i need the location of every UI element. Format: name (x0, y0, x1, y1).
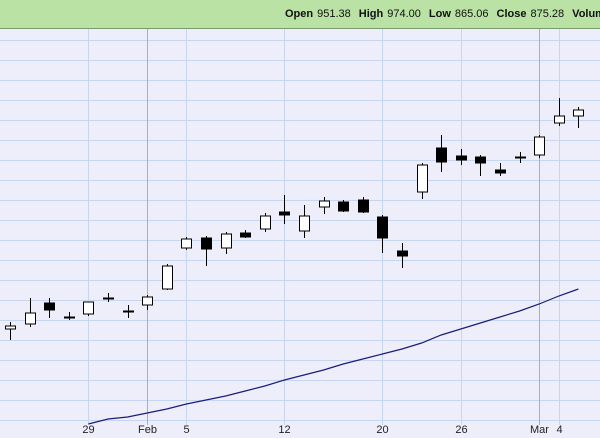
average-line (88, 288, 579, 425)
header-value: 951.38 (317, 8, 351, 20)
candle-body (417, 164, 428, 193)
candle-body (64, 316, 75, 319)
candle-body (44, 302, 55, 311)
candle-body (319, 200, 330, 208)
header-label: Volume (572, 8, 600, 20)
x-tick-label: 29 (82, 424, 94, 436)
candle-body (103, 297, 114, 300)
x-tick-label: 4 (556, 424, 562, 436)
candle-body (397, 250, 408, 257)
candle-body (475, 156, 486, 164)
candle-body (534, 136, 545, 156)
candle-body (260, 215, 271, 230)
candle-body (573, 109, 584, 117)
x-tick-label: Mar (530, 424, 549, 436)
header-label: Low (428, 8, 451, 20)
x-axis: 29 Feb 5 12 20 26 Mar 4 (82, 424, 562, 436)
candle-body (142, 296, 153, 306)
header-value: 974.00 (387, 8, 421, 20)
x-tick-label: 5 (183, 424, 189, 436)
candle-body (554, 115, 565, 124)
candle-body (495, 169, 506, 174)
candle-body (358, 199, 369, 213)
candle-body (221, 233, 232, 249)
header-bar (0, 0, 600, 28)
ohlc-header: Open 951.38 High 974.00 Low 865.06 Close 875.28… (285, 0, 600, 28)
candle-body (338, 201, 349, 212)
candle-body (5, 325, 16, 330)
candle-body (377, 216, 388, 239)
candle-body (201, 237, 212, 250)
plot-area (5, 98, 584, 425)
candle-body (162, 265, 173, 290)
header-label: Open (285, 8, 314, 20)
x-tick-label: 12 (278, 424, 290, 436)
candle-body (25, 312, 36, 325)
x-tick-label: 26 (455, 424, 467, 436)
header-value: 875.28 (530, 8, 565, 20)
x-tick-label: Feb (138, 424, 157, 436)
candle-body (436, 147, 447, 163)
header-value: 865.06 (454, 8, 489, 20)
header-label: Close (496, 8, 527, 20)
candle-body (83, 301, 94, 315)
header-label: High (358, 8, 384, 20)
candle-body (181, 238, 192, 249)
candle-body (123, 310, 134, 313)
candle-body (240, 232, 251, 238)
candle-body (299, 215, 310, 232)
candle-body (456, 155, 467, 161)
candle-body (279, 211, 290, 216)
candle-body (515, 156, 526, 159)
grid (0, 29, 600, 425)
x-tick-label: 20 (376, 424, 388, 436)
